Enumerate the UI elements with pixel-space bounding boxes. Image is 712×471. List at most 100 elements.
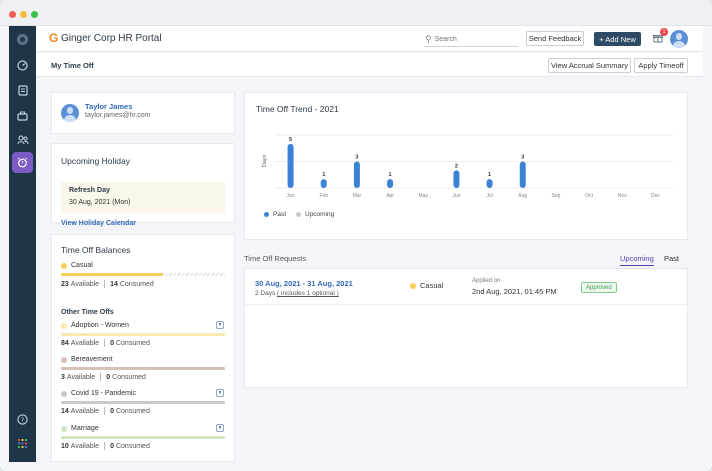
add-new-button[interactable]: + Add New <box>594 32 641 46</box>
chevron-down-icon[interactable]: ▼ <box>216 424 224 432</box>
app-title: Ginger Corp HR Portal <box>61 33 162 44</box>
gift-icon[interactable] <box>653 33 663 46</box>
casual-balance-bar <box>61 273 225 276</box>
close-window-button[interactable] <box>9 11 16 18</box>
marriage-balance-bar <box>61 436 225 439</box>
apps-grid-icon[interactable] <box>12 433 33 454</box>
time-off-balances-card: Time Off Balances Casual 23 Available 14… <box>51 234 235 462</box>
briefcase-icon[interactable] <box>12 105 33 126</box>
balance-name: Covid 19 - Pandemic <box>71 390 136 397</box>
x-tick-label: Mar <box>353 193 362 199</box>
tab-upcoming[interactable]: Upcoming <box>620 254 654 266</box>
consumed-count: 0 <box>110 407 114 415</box>
consumed-count: 14 <box>110 280 118 288</box>
view-holiday-calendar-link[interactable]: View Holiday Calendar <box>61 220 136 227</box>
apply-timeoff-button[interactable]: Apply Timeoff <box>634 58 688 73</box>
bar-jul <box>486 179 493 188</box>
time-off-balances-title: Time Off Balances <box>61 245 131 255</box>
top-header: G Ginger Corp HR Portal ⚲ Send Feedback … <box>36 26 703 52</box>
bar-feb <box>320 179 327 188</box>
balance-name: Marriage <box>71 425 99 432</box>
available-label: Available <box>70 280 100 288</box>
help-icon[interactable]: ? <box>12 409 33 430</box>
chevron-down-icon[interactable]: ▼ <box>216 389 224 397</box>
request-duration: 2 Days ( includes 1 optional ) <box>255 290 339 297</box>
applied-on-label: Applied on <box>472 278 501 284</box>
marriage-color-dot <box>61 426 67 432</box>
holiday-item: Refresh Day 30 Aug, 2021 (Mon) <box>61 182 225 213</box>
user-avatar[interactable] <box>670 30 688 48</box>
legend-past: Past <box>264 211 286 218</box>
dashboard-icon[interactable] <box>12 55 33 76</box>
consumed-label: Consumed <box>115 339 150 347</box>
balance-name: Casual <box>71 262 93 269</box>
other-time-offs-title: Other Time Offs <box>61 309 114 316</box>
bar-mar <box>353 161 360 188</box>
x-tick-label: Jan <box>287 193 295 199</box>
chevron-down-icon[interactable]: ▼ <box>216 321 224 329</box>
request-dates[interactable]: 30 Aug, 2021 - 31 Aug, 2021 <box>255 279 353 288</box>
applied-on-value: 2nd Aug, 2021, 01:45 PM <box>472 287 557 296</box>
ginger-logo-icon: G <box>49 31 59 45</box>
x-tick-label: Jul <box>486 193 492 199</box>
maximize-window-button[interactable] <box>31 11 38 18</box>
data-label: 3 <box>521 155 524 161</box>
main-area: G Ginger Corp HR Portal ⚲ Send Feedback … <box>36 26 703 462</box>
legend-upcoming-dot <box>296 212 301 217</box>
adoption-balance-stats: 84 Available 0 Consumed <box>61 339 150 347</box>
x-tick-label: May <box>419 193 429 199</box>
svg-text:?: ? <box>21 416 24 424</box>
send-feedback-button[interactable]: Send Feedback <box>526 31 584 46</box>
legend-upcoming: Upcoming <box>296 211 334 218</box>
data-label: 3 <box>355 155 358 161</box>
available-count: 84 <box>61 339 69 347</box>
directory-icon[interactable] <box>12 80 33 101</box>
consumed-label: Consumed <box>115 407 150 415</box>
balance-name: Adoption - Women <box>71 322 129 329</box>
minimize-window-button[interactable] <box>20 11 27 18</box>
upcoming-holiday-title: Upcoming Holiday <box>61 156 130 166</box>
notification-badge: 1 <box>660 28 668 36</box>
marriage-balance-stats: 10 Available 0 Consumed <box>61 442 150 450</box>
request-type: Casual <box>410 281 443 290</box>
people-icon[interactable] <box>12 129 33 150</box>
employee-email: taylor.james@hr.com <box>85 112 151 119</box>
chart-title: Time Off Trend - 2021 <box>256 104 339 114</box>
profile-card: Taylor James taylor.james@hr.com <box>51 92 235 134</box>
time-off-trend-card: Time Off Trend - 2021 Days 5 Jan 1 Feb 3 Mar 1 A… <box>244 92 688 240</box>
tab-past[interactable]: Past <box>664 254 680 263</box>
consumed-count: 0 <box>110 442 114 450</box>
data-label: 1 <box>488 172 491 178</box>
legend-past-dot <box>264 212 269 217</box>
search-box[interactable]: ⚲ <box>424 32 518 47</box>
x-tick-label: Oct <box>585 193 593 199</box>
request-row[interactable]: 30 Aug, 2021 - 31 Aug, 2021 2 Days ( inc… <box>245 269 687 305</box>
consumed-label: Consumed <box>115 442 150 450</box>
search-input[interactable] <box>434 35 515 43</box>
employee-name[interactable]: Taylor James <box>85 102 133 111</box>
legend-past-label: Past <box>273 211 287 218</box>
x-tick-label: Dec <box>651 193 660 199</box>
org-logo-icon[interactable] <box>12 29 33 50</box>
view-accrual-summary-button[interactable]: View Accrual Summary <box>548 58 631 73</box>
casual-color-dot <box>410 282 416 289</box>
bereavement-balance-stats: 3 Available 0 Consumed <box>61 373 146 381</box>
available-count: 14 <box>61 407 69 415</box>
bar-jun <box>453 170 460 188</box>
bereavement-balance-bar <box>61 367 225 370</box>
holiday-name: Refresh Day <box>69 187 110 194</box>
search-icon: ⚲ <box>425 33 432 44</box>
casual-balance-stats: 23 Available 14 Consumed <box>61 280 154 288</box>
available-label: Available <box>66 373 96 381</box>
request-optional-note[interactable]: ( includes 1 optional ) <box>277 290 339 297</box>
x-tick-label: Aug <box>518 193 527 199</box>
holiday-date: 30 Aug, 2021 (Mon) <box>69 199 131 206</box>
legend-upcoming-label: Upcoming <box>305 211 335 218</box>
consumed-count: 0 <box>110 339 114 347</box>
y-axis-label: Days <box>262 154 268 167</box>
time-off-alarm-icon[interactable] <box>12 152 33 173</box>
adoption-color-dot <box>61 323 67 329</box>
available-count: 10 <box>61 442 69 450</box>
data-label: 1 <box>389 172 392 178</box>
